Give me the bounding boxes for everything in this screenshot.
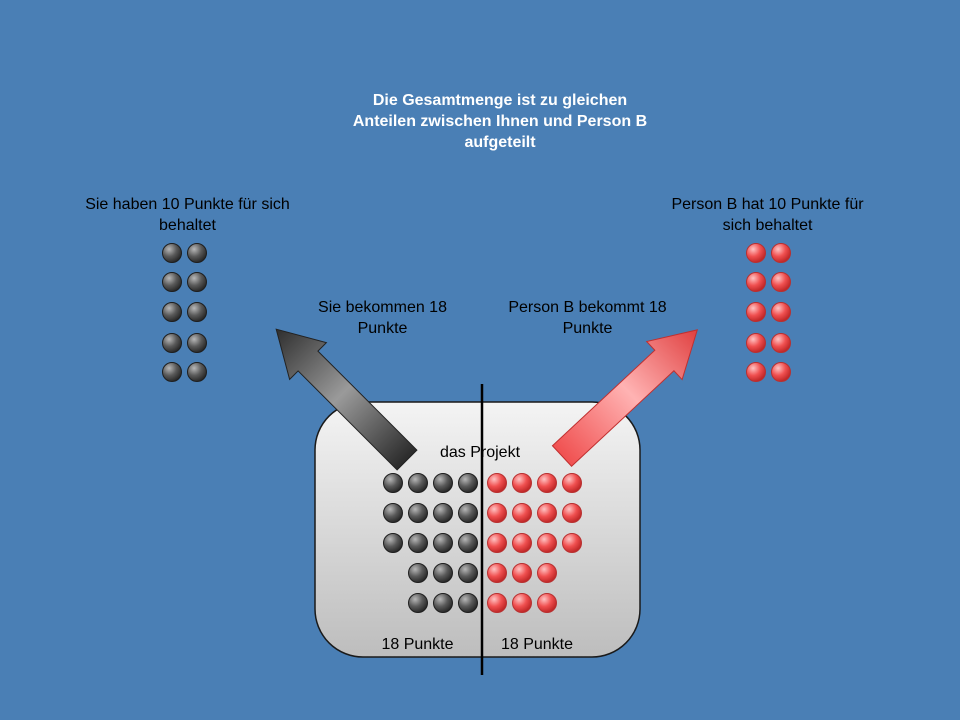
grey-project-token <box>408 593 428 613</box>
grey-project-token <box>433 503 453 523</box>
red-project-token <box>537 473 557 493</box>
grey-kept-token <box>187 272 207 292</box>
grey-kept-token <box>187 302 207 322</box>
red-project-token <box>512 593 532 613</box>
red-project-token <box>562 503 582 523</box>
diagram-title: Die Gesamtmenge ist zu gleichen Anteilen… <box>352 92 648 151</box>
grey-kept-token <box>162 362 182 382</box>
red-project-token <box>562 473 582 493</box>
grey-project-token <box>408 533 428 553</box>
grey-project-token <box>408 503 428 523</box>
grey-project-token <box>408 473 428 493</box>
grey-project-token <box>458 593 478 613</box>
grey-project-token <box>458 503 478 523</box>
red-project-token <box>512 473 532 493</box>
red-project-token <box>537 533 557 553</box>
grey-kept-token <box>162 272 182 292</box>
red-kept-token <box>746 362 766 382</box>
grey-kept-token <box>162 333 182 353</box>
grey-project-token <box>433 473 453 493</box>
red-kept-token <box>746 333 766 353</box>
red-project-token <box>512 533 532 553</box>
grey-project-token <box>383 473 403 493</box>
left-points-label: 18 Punkte <box>381 636 454 653</box>
grey-project-token <box>458 473 478 493</box>
red-project-token <box>487 503 507 523</box>
red-kept-token <box>771 272 791 292</box>
left-kept-label: Sie haben 10 Punkte für sich behaltet <box>85 196 290 234</box>
red-project-token <box>487 533 507 553</box>
project-label: das Projekt <box>439 444 521 461</box>
red-project-token <box>512 563 532 583</box>
red-arrow <box>551 329 699 467</box>
red-kept-token <box>746 272 766 292</box>
grey-project-token <box>458 563 478 583</box>
grey-project-token <box>408 563 428 583</box>
right-arrow-label: Person B bekommt 18 Punkte <box>508 299 667 337</box>
grey-project-token <box>433 563 453 583</box>
grey-project-token <box>433 593 453 613</box>
grey-kept-token <box>187 243 207 263</box>
grey-kept-token <box>162 243 182 263</box>
red-project-token <box>487 563 507 583</box>
grey-arrow <box>275 328 418 471</box>
red-kept-token <box>771 302 791 322</box>
grey-project-token <box>383 503 403 523</box>
red-kept-token <box>771 333 791 353</box>
red-project-token <box>512 503 532 523</box>
red-project-token <box>537 503 557 523</box>
red-project-token <box>487 593 507 613</box>
red-project-token <box>537 593 557 613</box>
red-kept-token <box>771 243 791 263</box>
right-kept-label: Person B hat 10 Punkte für sich behaltet <box>671 196 864 234</box>
grey-kept-token <box>187 333 207 353</box>
grey-kept-token <box>162 302 182 322</box>
red-kept-token <box>771 362 791 382</box>
red-kept-token <box>746 302 766 322</box>
left-arrow-label: Sie bekommen 18 Punkte <box>318 299 447 337</box>
token-layer <box>162 243 791 613</box>
grey-project-token <box>433 533 453 553</box>
red-project-token <box>487 473 507 493</box>
red-kept-token <box>746 243 766 263</box>
grey-project-token <box>383 533 403 553</box>
grey-kept-token <box>187 362 207 382</box>
right-points-label: 18 Punkte <box>500 636 574 653</box>
red-project-token <box>562 533 582 553</box>
grey-project-token <box>458 533 478 553</box>
red-project-token <box>537 563 557 583</box>
